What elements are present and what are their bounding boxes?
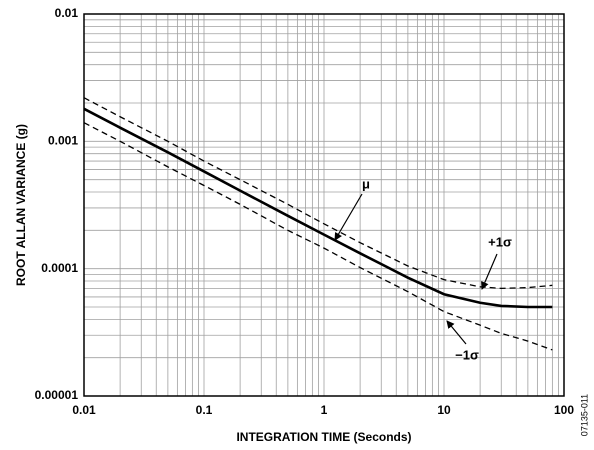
series-label: +1σ: [488, 234, 512, 249]
x-tick-label: 0.1: [196, 403, 213, 417]
series-line: [83, 107, 553, 309]
y-axis-label: ROOT ALLAN VARIANCE (g): [14, 124, 28, 286]
series-line: [83, 97, 553, 290]
y-tick-label: 0.01: [55, 6, 79, 20]
figure-id: 07135-011: [579, 394, 589, 436]
annotation-arrow: [446, 320, 467, 345]
annotation-arrow: [481, 253, 498, 290]
grid: [83, 13, 565, 397]
y-tick-label: 0.001: [48, 134, 78, 148]
series-label: −1σ: [455, 347, 479, 362]
series-line: [83, 122, 553, 351]
x-tick-label: 0.01: [72, 403, 96, 417]
series-label: μ: [362, 176, 370, 191]
x-tick-label: 10: [437, 403, 451, 417]
x-axis-label: INTEGRATION TIME (Seconds): [236, 430, 411, 444]
lines: [83, 97, 553, 351]
annotation-arrow: [334, 193, 363, 241]
plot-frame: [83, 13, 565, 397]
labels: 0.01 0.1 1 10 100 0.00001 0.0001 0.001 0.01 μ +1σ −…: [35, 6, 575, 417]
x-tick-label: 1: [321, 403, 328, 417]
y-tick-label: 0.0001: [41, 261, 78, 275]
y-tick-label: 0.00001: [35, 388, 79, 402]
x-tick-label: 100: [554, 403, 574, 417]
